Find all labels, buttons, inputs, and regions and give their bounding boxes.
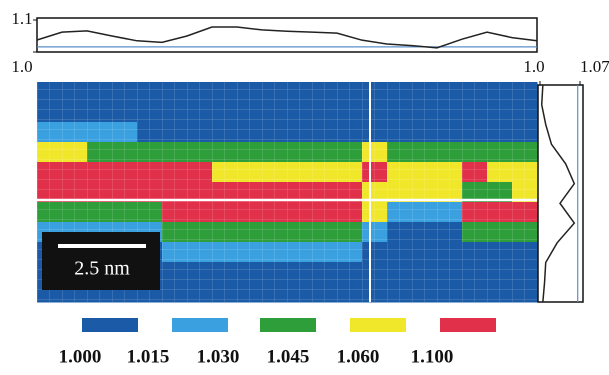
colorbar-label: 1.000 [59, 346, 102, 367]
colorbar-swatch [350, 318, 406, 332]
colorbar-label: 1.030 [197, 346, 240, 367]
colorbar-label: 1.100 [411, 346, 454, 367]
x-tick-label: 1.0 [523, 57, 544, 76]
colorbar-label: 1.015 [127, 346, 170, 367]
colorbar-swatch [440, 318, 496, 332]
y-tick-label: 1.0 [11, 57, 32, 76]
scale-bar-label: 2.5 nm [74, 258, 130, 280]
y-tick-label: 1.1 [11, 9, 32, 28]
colorbar-swatch [260, 318, 316, 332]
x-tick-label: 1.07 [580, 57, 609, 76]
colorbar-label: 1.060 [337, 346, 380, 367]
colorbar-swatch [172, 318, 228, 332]
colorbar-swatch [82, 318, 138, 332]
figure: 1.000 1.015 1.030 1.045 1.060 1.100 1.0 1.1 1.0 1… [0, 0, 609, 370]
colorbar-label: 1.045 [267, 346, 310, 367]
